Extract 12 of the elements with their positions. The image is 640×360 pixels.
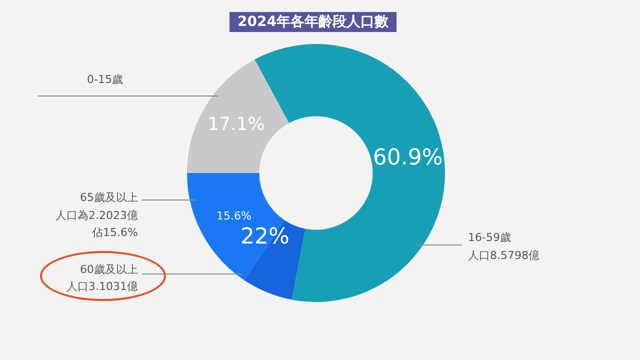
slice-label: 16-59歲 (468, 230, 511, 244)
text: 22% (240, 224, 290, 250)
text: 60歲及以上 (80, 262, 138, 276)
slice-label: 65歲及以上 (80, 190, 138, 204)
text: 人口8.5798億 (468, 248, 540, 262)
data-label: 15.6% (216, 210, 252, 223)
text: 人口為2.2023億 (56, 208, 138, 222)
slice-label: 0-15歲 (87, 72, 123, 86)
text: 佔15.6% (91, 226, 138, 239)
text: 人口3.1031億 (66, 280, 138, 293)
data-label: 60.9% (372, 146, 443, 171)
chart-title: 2024年各年齡段人口數 (230, 12, 396, 32)
